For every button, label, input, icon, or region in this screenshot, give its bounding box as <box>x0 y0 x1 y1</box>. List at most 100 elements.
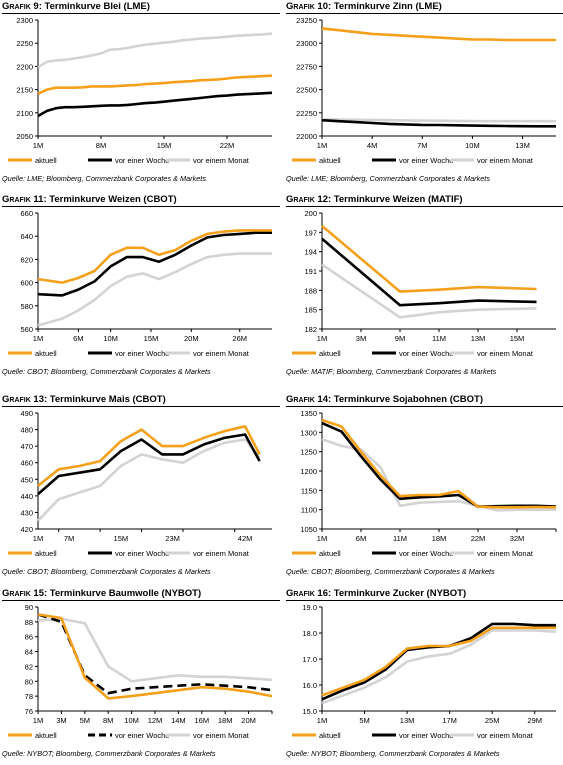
y-tick-label: 420 <box>20 525 33 534</box>
series-line-aktuell <box>321 224 537 293</box>
x-tick-label: 7M <box>417 141 427 150</box>
y-tick-label: 185 <box>304 306 317 315</box>
legend-label: aktuell <box>319 349 341 358</box>
y-tick-label: 197 <box>304 228 317 237</box>
legend-label: vor einem Monat <box>193 156 250 165</box>
x-tick-label: 1M <box>33 141 43 150</box>
y-tick-label: 78 <box>25 692 33 701</box>
x-tick-label: 6M <box>73 334 83 343</box>
legend-label: vor einer Woche <box>115 156 169 165</box>
chart-source: Quelle: CBOT; Bloomberg, Commerzbank Cor… <box>2 367 211 376</box>
series-line-woche <box>37 231 272 297</box>
chart-plot: 22000 22250 22500 22750 23000 23250 1M 4M 7M 10M 1… <box>292 16 556 165</box>
y-tick-label: 22750 <box>296 62 317 71</box>
chart-panel-baumwolle: Grafik 15: Terminkurve Baumwolle (NYBOT)… <box>2 587 280 758</box>
series-line-monat <box>37 32 273 69</box>
x-tick-label: 10M <box>465 141 480 150</box>
y-tick-label: 1150 <box>301 486 317 495</box>
legend-label: vor einer Woche <box>399 349 453 358</box>
x-tick-label: 9M <box>395 334 405 343</box>
x-tick-label: 29M <box>527 716 542 725</box>
chart-panel-sojabohnen: Grafik 14: Terminkurve Sojabohnen (CBOT)… <box>286 393 563 576</box>
chart-source: Quelle: NYBOT; Bloomberg, Commerzbank Co… <box>286 749 500 758</box>
y-tick-label: 640 <box>20 232 33 241</box>
series-line-aktuell <box>37 424 261 487</box>
chart-title-text: Terminkurve Blei (LME) <box>44 1 150 12</box>
x-tick-label: 11M <box>393 534 407 543</box>
y-tick-label: 2250 <box>16 39 33 48</box>
chart-title-text: Terminkurve Weizen (CBOT) <box>49 194 177 205</box>
legend-label: vor einem Monat <box>193 549 250 558</box>
x-tick-label: 22M <box>220 141 235 150</box>
x-tick-label: 8M <box>103 716 113 725</box>
chart-title: Grafik 9: Terminkurve Blei (LME) <box>2 0 280 14</box>
legend-label: aktuell <box>319 549 341 558</box>
y-tick-label: 1200 <box>300 467 317 476</box>
legend-label: vor einem Monat <box>193 349 250 358</box>
series-line-aktuell <box>321 27 556 42</box>
legend-label: vor einem Monat <box>193 731 250 740</box>
x-tick-label: 15M <box>114 534 129 543</box>
series-line-monat <box>37 438 261 522</box>
x-tick-label: 13M <box>471 334 486 343</box>
series-line-woche <box>37 91 273 118</box>
y-tick-label: 470 <box>20 442 33 451</box>
chart-title: Grafik 12: Terminkurve Weizen (MATIF) <box>286 193 563 207</box>
x-tick-label: 3M <box>56 716 66 725</box>
series-line-aktuell <box>37 74 273 95</box>
chart-title-text: Terminkurve Weizen (MATIF) <box>333 194 463 205</box>
chart-title: Grafik 10: Terminkurve Zinn (LME) <box>286 0 563 14</box>
y-tick-label: 86 <box>25 633 33 642</box>
chart-prefix: Grafik 10: <box>286 1 332 12</box>
x-tick-label: 20M <box>241 716 256 725</box>
chart-plot: 182 185 188 191 194 197 200 1M 3M 9M 11M 13M 15M aktu… <box>292 209 556 358</box>
x-tick-label: 13M <box>400 716 415 725</box>
legend-label: aktuell <box>35 156 57 165</box>
chart-title: Grafik 14: Terminkurve Sojabohnen (CBOT) <box>286 393 563 407</box>
y-tick-label: 22500 <box>296 86 317 95</box>
y-tick-label: 580 <box>20 302 33 311</box>
chart-prefix: Grafik 11: <box>2 194 47 205</box>
x-tick-label: 1M <box>33 334 43 343</box>
y-tick-label: 1350 <box>300 409 317 418</box>
chart-plot: 560 580 600 620 640 660 1M 6M 10M 15M 20M 26M aktuel… <box>8 209 272 358</box>
y-tick-label: 76 <box>25 707 33 716</box>
legend-label: vor einem Monat <box>477 349 534 358</box>
chart-panel-blei: Grafik 9: Terminkurve Blei (LME) 2050 210… <box>2 0 280 183</box>
series-line-woche <box>321 237 537 307</box>
x-tick-label: 6M <box>356 534 366 543</box>
series-line-aktuell <box>321 418 557 509</box>
series-line-aktuell <box>321 626 556 697</box>
x-tick-label: 3M <box>356 334 366 343</box>
y-tick-label: 440 <box>20 492 33 501</box>
y-tick-label: 22000 <box>296 132 317 141</box>
chart-title-text: Terminkurve Sojabohnen (CBOT) <box>333 394 483 405</box>
series-line-woche <box>321 118 556 128</box>
series-line-monat <box>321 263 537 319</box>
series-line-woche <box>37 613 273 695</box>
x-tick-label: 4M <box>367 141 377 150</box>
y-tick-label: 620 <box>20 255 33 264</box>
chart-prefix: Grafik 12: <box>286 194 332 205</box>
chart-source: Quelle: LME; Bloomberg, Commerzbank Corp… <box>2 174 206 183</box>
chart-source: Quelle: LME; Bloomberg, Commerzbank Corp… <box>286 174 490 183</box>
chart-plot: 15.0 16.0 17.0 18.0 19.0 1M 5M 13M 17M 25M 29M aktu… <box>292 603 557 740</box>
y-tick-label: 1250 <box>300 448 317 457</box>
chart-plot: 76 78 80 82 84 86 88 90 1M 3M 5M 8M 10M 12M 14M 16M 18M 2… <box>8 603 273 740</box>
chart-panel-zinn: Grafik 10: Terminkurve Zinn (LME) 22000 2… <box>286 0 563 183</box>
y-tick-label: 660 <box>20 209 33 218</box>
y-tick-label: 18.0 <box>302 629 317 638</box>
chart-title-text: Terminkurve Zucker (NYBOT) <box>333 588 467 599</box>
y-tick-label: 200 <box>304 209 317 218</box>
y-tick-label: 23250 <box>296 16 317 25</box>
y-tick-label: 80 <box>25 677 33 686</box>
y-tick-label: 2150 <box>16 86 33 95</box>
x-tick-label: 12M <box>148 716 163 725</box>
x-tick-label: 5M <box>80 716 90 725</box>
x-tick-label: 20M <box>184 334 199 343</box>
y-tick-label: 182 <box>304 325 317 334</box>
chart-prefix: Grafik 16: <box>286 588 332 599</box>
y-tick-label: 1100 <box>301 506 317 515</box>
y-tick-label: 560 <box>20 325 33 334</box>
y-tick-label: 82 <box>25 662 33 671</box>
